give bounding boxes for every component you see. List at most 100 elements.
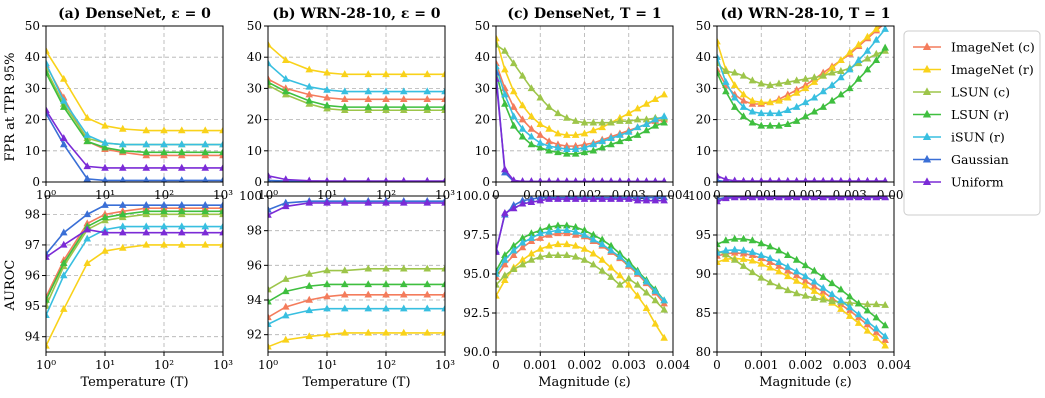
panel-title: (a) DenseNet, ε = 0 xyxy=(58,6,211,22)
y-label-bottom: AUROC xyxy=(3,260,18,312)
data-point xyxy=(545,137,553,145)
data-point xyxy=(617,177,623,182)
data-point xyxy=(607,140,615,148)
data-point xyxy=(201,126,210,134)
legend-label: Uniform xyxy=(951,175,1004,190)
data-point xyxy=(717,248,721,256)
legend-item: ImageNet (c) xyxy=(913,40,1035,55)
legend: ImageNet (c) ImageNet (r) LSUN (c) LSUN (r)… xyxy=(903,30,1041,216)
data-point xyxy=(872,26,881,32)
data-point xyxy=(624,109,633,117)
data-point xyxy=(881,336,889,344)
data-point xyxy=(616,116,624,124)
data-point xyxy=(441,280,445,288)
data-point xyxy=(118,210,127,218)
x-tick-label: 0.002 xyxy=(567,358,601,372)
data-point xyxy=(748,196,757,201)
data-point xyxy=(775,121,783,129)
data-point xyxy=(441,102,445,110)
data-point xyxy=(881,321,889,329)
data-point xyxy=(881,341,889,349)
data-point xyxy=(748,96,757,104)
data-point xyxy=(509,241,518,249)
data-point xyxy=(722,67,730,74)
data-point xyxy=(219,207,223,215)
data-point xyxy=(846,176,853,182)
data-point xyxy=(545,141,553,149)
data-point xyxy=(589,140,598,148)
data-point xyxy=(545,196,553,202)
data-point xyxy=(730,81,739,89)
data-point xyxy=(496,74,500,82)
data-point xyxy=(59,228,68,236)
data-point xyxy=(801,272,810,280)
data-point xyxy=(589,146,598,154)
x-tick-label: 10³ xyxy=(213,358,233,372)
axes-frame xyxy=(45,25,224,183)
data-point xyxy=(423,95,432,103)
data-point xyxy=(101,121,109,129)
data-point xyxy=(46,252,50,260)
data-point xyxy=(423,102,432,110)
data-point xyxy=(748,268,757,276)
data-point xyxy=(496,62,500,70)
data-point xyxy=(651,95,660,103)
data-point xyxy=(536,138,545,146)
data-point xyxy=(766,98,774,106)
x-tick-label: 10¹ xyxy=(317,358,337,372)
data-point xyxy=(766,242,774,250)
data-point xyxy=(819,295,827,303)
data-point xyxy=(757,109,766,117)
legend-item: ImageNet (r) xyxy=(913,62,1034,77)
data-point xyxy=(775,267,783,275)
data-point xyxy=(872,333,881,341)
data-point xyxy=(202,176,209,182)
data-point xyxy=(554,221,562,229)
data-point xyxy=(527,198,536,205)
data-point xyxy=(563,196,571,202)
data-point xyxy=(399,328,408,336)
data-point xyxy=(219,126,223,134)
legend-item: Uniform xyxy=(913,175,1004,190)
data-point xyxy=(423,328,432,336)
data-point xyxy=(118,140,127,148)
data-point xyxy=(571,149,580,157)
data-point xyxy=(441,70,445,78)
data-point xyxy=(545,251,553,259)
data-point xyxy=(845,292,854,300)
data-point xyxy=(633,268,642,276)
series-line-lsun-c- xyxy=(46,213,223,307)
data-point xyxy=(598,118,606,126)
data-point xyxy=(873,176,880,182)
x-tick-label: 0 xyxy=(492,358,500,372)
data-point xyxy=(281,287,290,295)
data-point xyxy=(441,328,445,336)
data-point xyxy=(837,73,845,81)
series-line-uniform xyxy=(46,228,223,258)
y-label-top: FPR at TPR 95% xyxy=(3,52,18,161)
data-point xyxy=(59,96,68,104)
data-point xyxy=(554,143,562,151)
legend-label: LSUN (c) xyxy=(951,85,1010,100)
data-point xyxy=(642,115,651,123)
series-line-imagenet-r- xyxy=(46,244,223,347)
data-point xyxy=(177,207,186,215)
data-point xyxy=(441,290,445,298)
data-point xyxy=(749,176,756,182)
series-line-imagenet-c- xyxy=(268,293,445,319)
data-point xyxy=(281,202,290,210)
data-point xyxy=(160,228,168,236)
data-point xyxy=(845,196,854,201)
data-point xyxy=(518,255,527,263)
data-point xyxy=(564,177,570,182)
data-point xyxy=(660,333,668,341)
data-point xyxy=(364,70,373,78)
legend-item: LSUN (r) xyxy=(913,107,1009,122)
data-point xyxy=(580,129,589,137)
data-point xyxy=(305,269,314,277)
data-point xyxy=(624,196,633,202)
data-point xyxy=(177,163,186,171)
y-tick-label: 97 xyxy=(25,238,40,252)
data-point xyxy=(142,163,151,171)
data-point xyxy=(423,280,432,288)
